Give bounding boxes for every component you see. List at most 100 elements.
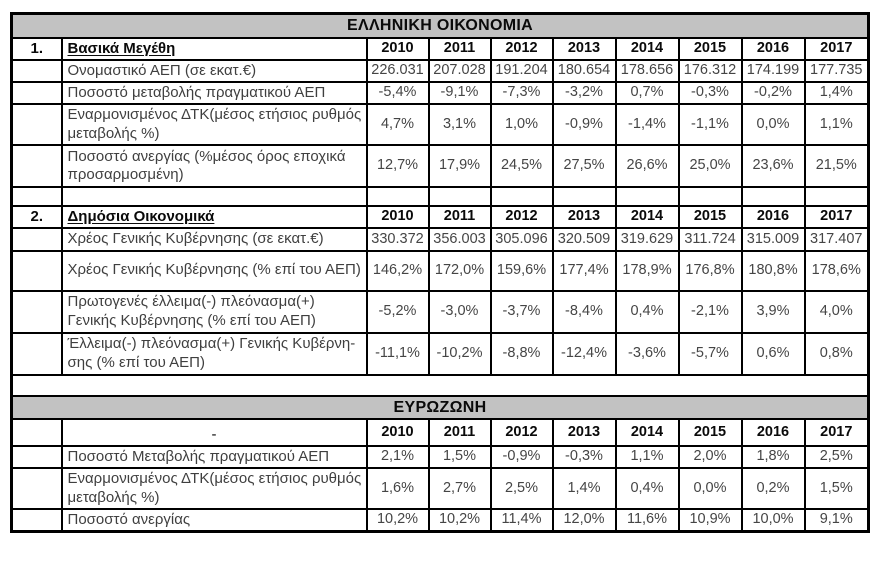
value-cell: 0,6%: [740, 331, 806, 376]
row-label: Έλλειμα(-) πλεόνασμα(+) Γενικής Κυβέρνη-…: [60, 331, 368, 376]
table-row: Ποσοστό ανεργίας (%μέσος όρος εποχικά πρ…: [10, 144, 870, 188]
value-cell: 356.003: [427, 227, 492, 252]
value-cell: 1,4%: [803, 81, 870, 106]
value-cell: 26,6%: [614, 144, 680, 188]
year-header: 2014: [614, 36, 680, 61]
row-label: Ποσοστό ανεργίας (%μέσος όρος εποχικά πρ…: [60, 144, 368, 188]
value-cell: -9,1%: [427, 81, 492, 106]
year-header: 2015: [677, 418, 743, 448]
value-cell: 4,7%: [365, 103, 430, 146]
year-header: 2017: [803, 418, 870, 448]
value-cell: -0,9%: [489, 445, 554, 470]
value-cell: -3,6%: [614, 331, 680, 376]
eurozone-title: ΕΥΡΩΖΩΝΗ: [10, 394, 870, 421]
year-header: 2011: [427, 418, 492, 448]
value-cell: 172,0%: [427, 249, 492, 292]
value-cell: 0,2%: [740, 467, 806, 510]
value-cell: -5,4%: [365, 81, 430, 106]
value-cell: 0,0%: [677, 467, 743, 510]
table-row: Ποσοστό μεταβολής πραγματικού ΑΕΠ -5,4% …: [10, 81, 870, 106]
table-row: Χρέος Γενικής Κυβέρνησης (σε εκατ.€) 330…: [10, 227, 870, 252]
empty-cell: [10, 227, 63, 252]
value-cell: 3,1%: [427, 103, 492, 146]
value-cell: 177.735: [803, 58, 870, 84]
spacer-row: [10, 373, 870, 397]
value-cell: 11,4%: [489, 508, 554, 533]
value-cell: -7,3%: [489, 81, 554, 106]
row-label: Ποσοστό Μεταβολής πραγματικού ΑΕΠ: [60, 445, 368, 470]
empty-cell: [10, 331, 63, 376]
empty-cell: [365, 186, 430, 207]
empty-cell: [551, 186, 617, 207]
value-cell: 1,0%: [489, 103, 554, 146]
year-header: 2013: [551, 418, 617, 448]
empty-cell: [10, 249, 63, 292]
year-header: 2010: [365, 204, 430, 230]
value-cell: -3,0%: [427, 289, 492, 334]
empty-cell: [803, 186, 870, 207]
value-cell: 207.028: [427, 58, 492, 84]
year-header: 2010: [365, 418, 430, 448]
value-cell: 1,1%: [614, 445, 680, 470]
eurozone-title-row: ΕΥΡΩΖΩΝΗ: [10, 394, 870, 421]
year-header: 2011: [427, 204, 492, 230]
value-cell: 180.654: [551, 58, 617, 84]
value-cell: 146,2%: [365, 249, 430, 292]
value-cell: -0,2%: [740, 81, 806, 106]
value-cell: 176.312: [677, 58, 743, 84]
value-cell: -5,2%: [365, 289, 430, 334]
value-cell: 3,9%: [740, 289, 806, 334]
year-header: 2013: [551, 204, 617, 230]
row-label: Χρέος Γενικής Κυβέρνησης (% επί του ΑΕΠ): [60, 249, 368, 292]
empty-cell: [10, 418, 63, 448]
value-cell: 0,8%: [803, 331, 870, 376]
value-cell: 0,7%: [614, 81, 680, 106]
value-cell: 9,1%: [803, 508, 870, 533]
year-header: 2014: [614, 418, 680, 448]
section-number: 1.: [10, 36, 63, 61]
value-cell: -8,8%: [489, 331, 554, 376]
table-row: Έλλειμα(-) πλεόνασμα(+) Γενικής Κυβέρνη-…: [10, 331, 870, 376]
row-label: Ονομαστικό ΑΕΠ (σε εκατ.€): [60, 58, 368, 84]
row-label: Εναρμονισμένος ΔΤΚ(μέσος ετήσιος ρυθμός …: [60, 467, 368, 510]
table-row: Ποσοστό ανεργίας 10,2% 10,2% 11,4% 12,0%…: [10, 508, 870, 533]
value-cell: 1,6%: [365, 467, 430, 510]
value-cell: 2,5%: [803, 445, 870, 470]
table-row: Εναρμονισμένος ΔΤΚ(μέσος ετήσιος ρυθμός …: [10, 103, 870, 146]
year-header: 2016: [740, 36, 806, 61]
value-cell: 4,0%: [803, 289, 870, 334]
section-number: 2.: [10, 204, 63, 230]
empty-cell: [10, 508, 63, 533]
value-cell: 226.031: [365, 58, 430, 84]
empty-cell: [740, 186, 806, 207]
value-cell: 2,7%: [427, 467, 492, 510]
value-cell: -0,3%: [551, 445, 617, 470]
value-cell: 1,5%: [427, 445, 492, 470]
value-cell: -3,2%: [551, 81, 617, 106]
table-row: Ονομαστικό ΑΕΠ (σε εκατ.€) 226.031 207.0…: [10, 58, 870, 84]
table-row: Χρέος Γενικής Κυβέρνησης (% επί του ΑΕΠ)…: [10, 249, 870, 292]
value-cell: 10,0%: [740, 508, 806, 533]
value-cell: -1,1%: [677, 103, 743, 146]
section-heading: Βασικά Μεγέθη: [60, 36, 368, 61]
empty-cell: [427, 186, 492, 207]
value-cell: 0,4%: [614, 289, 680, 334]
value-cell: -8,4%: [551, 289, 617, 334]
row-label: Ποσοστό μεταβολής πραγματικού ΑΕΠ: [60, 81, 368, 106]
value-cell: 330.372: [365, 227, 430, 252]
empty-cell: [10, 144, 63, 188]
value-cell: 1,8%: [740, 445, 806, 470]
empty-cell: [10, 445, 63, 470]
value-cell: -12,4%: [551, 331, 617, 376]
value-cell: -5,7%: [677, 331, 743, 376]
value-cell: 27,5%: [551, 144, 617, 188]
year-header: 2015: [677, 36, 743, 61]
value-cell: 178,6%: [803, 249, 870, 292]
table-row: Ποσοστό Μεταβολής πραγματικού ΑΕΠ 2,1% 1…: [10, 445, 870, 470]
value-cell: -0,9%: [551, 103, 617, 146]
value-cell: -10,2%: [427, 331, 492, 376]
value-cell: 1,5%: [803, 467, 870, 510]
value-cell: 311.724: [677, 227, 743, 252]
value-cell: 159,6%: [489, 249, 554, 292]
